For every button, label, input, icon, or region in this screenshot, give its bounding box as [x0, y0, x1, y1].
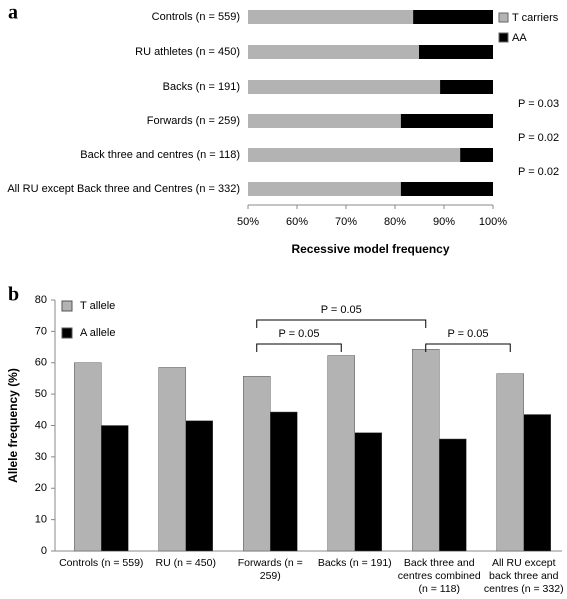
bar-segment [413, 10, 493, 24]
y-axis-label: Allele frequency (%) [6, 368, 20, 483]
p-value: P = 0.02 [518, 166, 559, 178]
bar [439, 438, 467, 552]
bar [412, 349, 440, 552]
y-tick-label: 20 [35, 482, 47, 494]
y-tick-label: 80 [35, 294, 47, 306]
x-tick-label: 80% [384, 216, 406, 228]
x-tick-label: Forwards (n = 259) [237, 557, 303, 582]
x-tick-label: Controls (n = 559) [59, 557, 144, 569]
legend-swatch [498, 12, 509, 23]
bracket [256, 343, 342, 352]
x-tick-label: Back three and centres combined (n = 118… [397, 557, 481, 595]
bar-segment [248, 10, 414, 24]
category-label: RU athletes (n = 450) [135, 46, 240, 58]
panel-label: b [8, 284, 19, 306]
category-label: All RU except Back three and Centres (n … [7, 183, 240, 195]
x-tick-label: Backs (n = 191) [317, 557, 392, 569]
legend-swatch [61, 327, 73, 339]
bar-segment [248, 45, 420, 59]
bar-segment [400, 182, 493, 196]
x-tick-label: RU (n = 450) [155, 557, 216, 569]
legend-label: A allele [80, 327, 115, 339]
bar-segment [419, 45, 493, 59]
p-value: P = 0.03 [518, 98, 559, 110]
bar-segment [400, 114, 493, 128]
panel-label: a [8, 2, 18, 24]
bar [523, 414, 551, 552]
legend-label: T carriers [512, 12, 559, 24]
bar [158, 367, 186, 552]
bracket [256, 319, 427, 328]
bar [101, 425, 129, 552]
bar [354, 432, 382, 552]
category-label: Forwards (n = 259) [147, 115, 240, 127]
x-tick-label: 50% [237, 216, 259, 228]
x-tick-label: 70% [335, 216, 357, 228]
legend-swatch [498, 32, 509, 43]
category-label: Backs (n = 191) [163, 81, 240, 93]
category-label-box: Controls (n = 559) [59, 557, 144, 569]
y-tick-label: 0 [41, 545, 47, 557]
p-value: P = 0.05 [321, 304, 362, 316]
bar [270, 411, 298, 552]
y-tick-label: 30 [35, 451, 47, 463]
category-label: Controls (n = 559) [152, 11, 240, 23]
legend-label: T allele [80, 300, 115, 312]
bar [243, 375, 271, 552]
category-label-box: All RU except back three and centres (n … [483, 557, 564, 595]
bar-segment [460, 148, 493, 162]
bar [185, 420, 213, 552]
y-tick-label: 60 [35, 357, 47, 369]
legend-label: AA [512, 32, 527, 44]
bar [496, 373, 524, 552]
y-tick-label: 50 [35, 388, 47, 400]
category-label-box: Forwards (n = 259) [237, 557, 303, 582]
x-tick-label: All RU except back three and centres (n … [483, 557, 564, 595]
bar [74, 362, 102, 552]
p-value: P = 0.05 [447, 328, 488, 340]
bar-segment [248, 80, 441, 94]
bar [327, 355, 355, 552]
p-value: P = 0.05 [278, 328, 319, 340]
x-tick-label: 100% [479, 216, 507, 228]
y-tick-label: 10 [35, 514, 47, 526]
category-label-box: Back three and centres combined (n = 118… [397, 557, 481, 595]
y-tick-label: 70 [35, 325, 47, 337]
category-label: Back three and centres (n = 118) [80, 149, 240, 161]
bracket [425, 343, 511, 352]
bar-segment [248, 182, 401, 196]
category-label-box: RU (n = 450) [155, 557, 216, 569]
x-axis-label: Recessive model frequency [291, 242, 449, 256]
bar-segment [440, 80, 493, 94]
x-tick-label: 90% [433, 216, 455, 228]
x-tick-label: 60% [286, 216, 308, 228]
category-label-box: Backs (n = 191) [317, 557, 392, 569]
bar-segment [248, 114, 401, 128]
y-tick-label: 40 [35, 419, 47, 431]
bar-segment [248, 148, 461, 162]
p-value: P = 0.02 [518, 132, 559, 144]
legend-swatch [61, 300, 73, 312]
